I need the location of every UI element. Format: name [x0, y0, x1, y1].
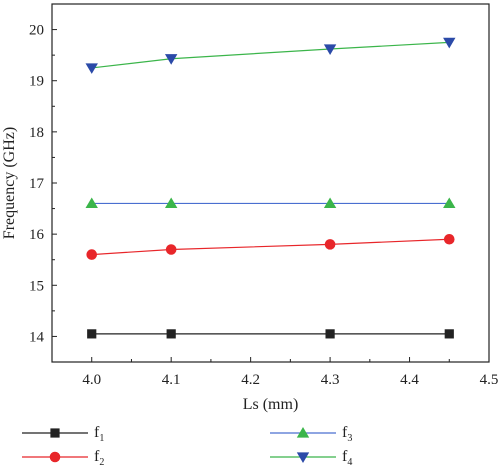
- legend: f1 f2 f3 f4: [22, 424, 352, 468]
- legend-label: f3: [342, 424, 352, 444]
- data-point-f2: [443, 233, 455, 245]
- series-f1: [87, 329, 454, 339]
- x-tick-label: 4.5: [480, 372, 499, 388]
- legend-marker: [49, 451, 61, 463]
- y-axis-ticks: 14 15 16 17 18 19 20: [29, 3, 57, 363]
- data-point-f2: [324, 239, 336, 250]
- x-tick-label: 4.3: [321, 372, 340, 388]
- series-line-f4: [91, 41, 450, 69]
- legend-marker: [296, 427, 310, 438]
- data-point-f3: [164, 197, 178, 209]
- data-point-f4: [85, 63, 98, 74]
- series-group: [85, 37, 456, 339]
- data-point-f1: [325, 329, 335, 339]
- y-tick-label: 18: [29, 125, 44, 141]
- y-tick-label: 19: [29, 74, 44, 90]
- data-point-f4: [323, 44, 337, 55]
- legend-item-f3: f3: [270, 424, 352, 444]
- x-tick-label: 4.0: [82, 372, 101, 388]
- y-axis-label: Frequency (GHz): [1, 127, 18, 239]
- x-axis-label: Ls (mm): [243, 396, 299, 413]
- x-axis-ticks: 4.0 4.1 4.2 4.3 4.4 4.5: [82, 357, 498, 388]
- data-point-f3: [85, 197, 98, 209]
- legend-item-f1: f1: [22, 424, 104, 444]
- legend-marker: [296, 452, 310, 463]
- data-point-f2: [165, 244, 177, 255]
- legend-label: f1: [94, 424, 104, 444]
- data-point-f3: [443, 197, 456, 209]
- y-tick-label: 16: [29, 227, 45, 243]
- data-point-f1: [87, 329, 97, 339]
- plot-frame: [51, 3, 490, 363]
- x-tick-label: 4.2: [241, 372, 260, 388]
- y-tick-label: 15: [29, 278, 44, 294]
- series-f4: [85, 37, 456, 74]
- series-f3: [85, 197, 456, 209]
- plot-border: [51, 3, 490, 363]
- series-line-f2: [91, 238, 450, 256]
- series-f2: [86, 233, 455, 260]
- legend-marker: [50, 428, 60, 438]
- data-point-f3: [323, 197, 337, 209]
- x-tick-label: 4.4: [400, 372, 419, 388]
- data-point-f2: [86, 249, 98, 260]
- legend-item-f2: f2: [22, 448, 104, 468]
- data-point-f1: [444, 329, 454, 339]
- data-point-f1: [166, 329, 176, 339]
- legend-item-f4: f4: [270, 448, 352, 468]
- legend-label: f4: [342, 448, 352, 468]
- data-point-f4: [443, 37, 456, 49]
- x-tick-label: 4.1: [162, 372, 181, 388]
- legend-label: f2: [94, 448, 104, 468]
- y-tick-label: 20: [29, 23, 44, 39]
- y-tick-label: 17: [29, 176, 45, 192]
- y-tick-label: 14: [29, 329, 45, 345]
- data-point-f4: [164, 54, 178, 65]
